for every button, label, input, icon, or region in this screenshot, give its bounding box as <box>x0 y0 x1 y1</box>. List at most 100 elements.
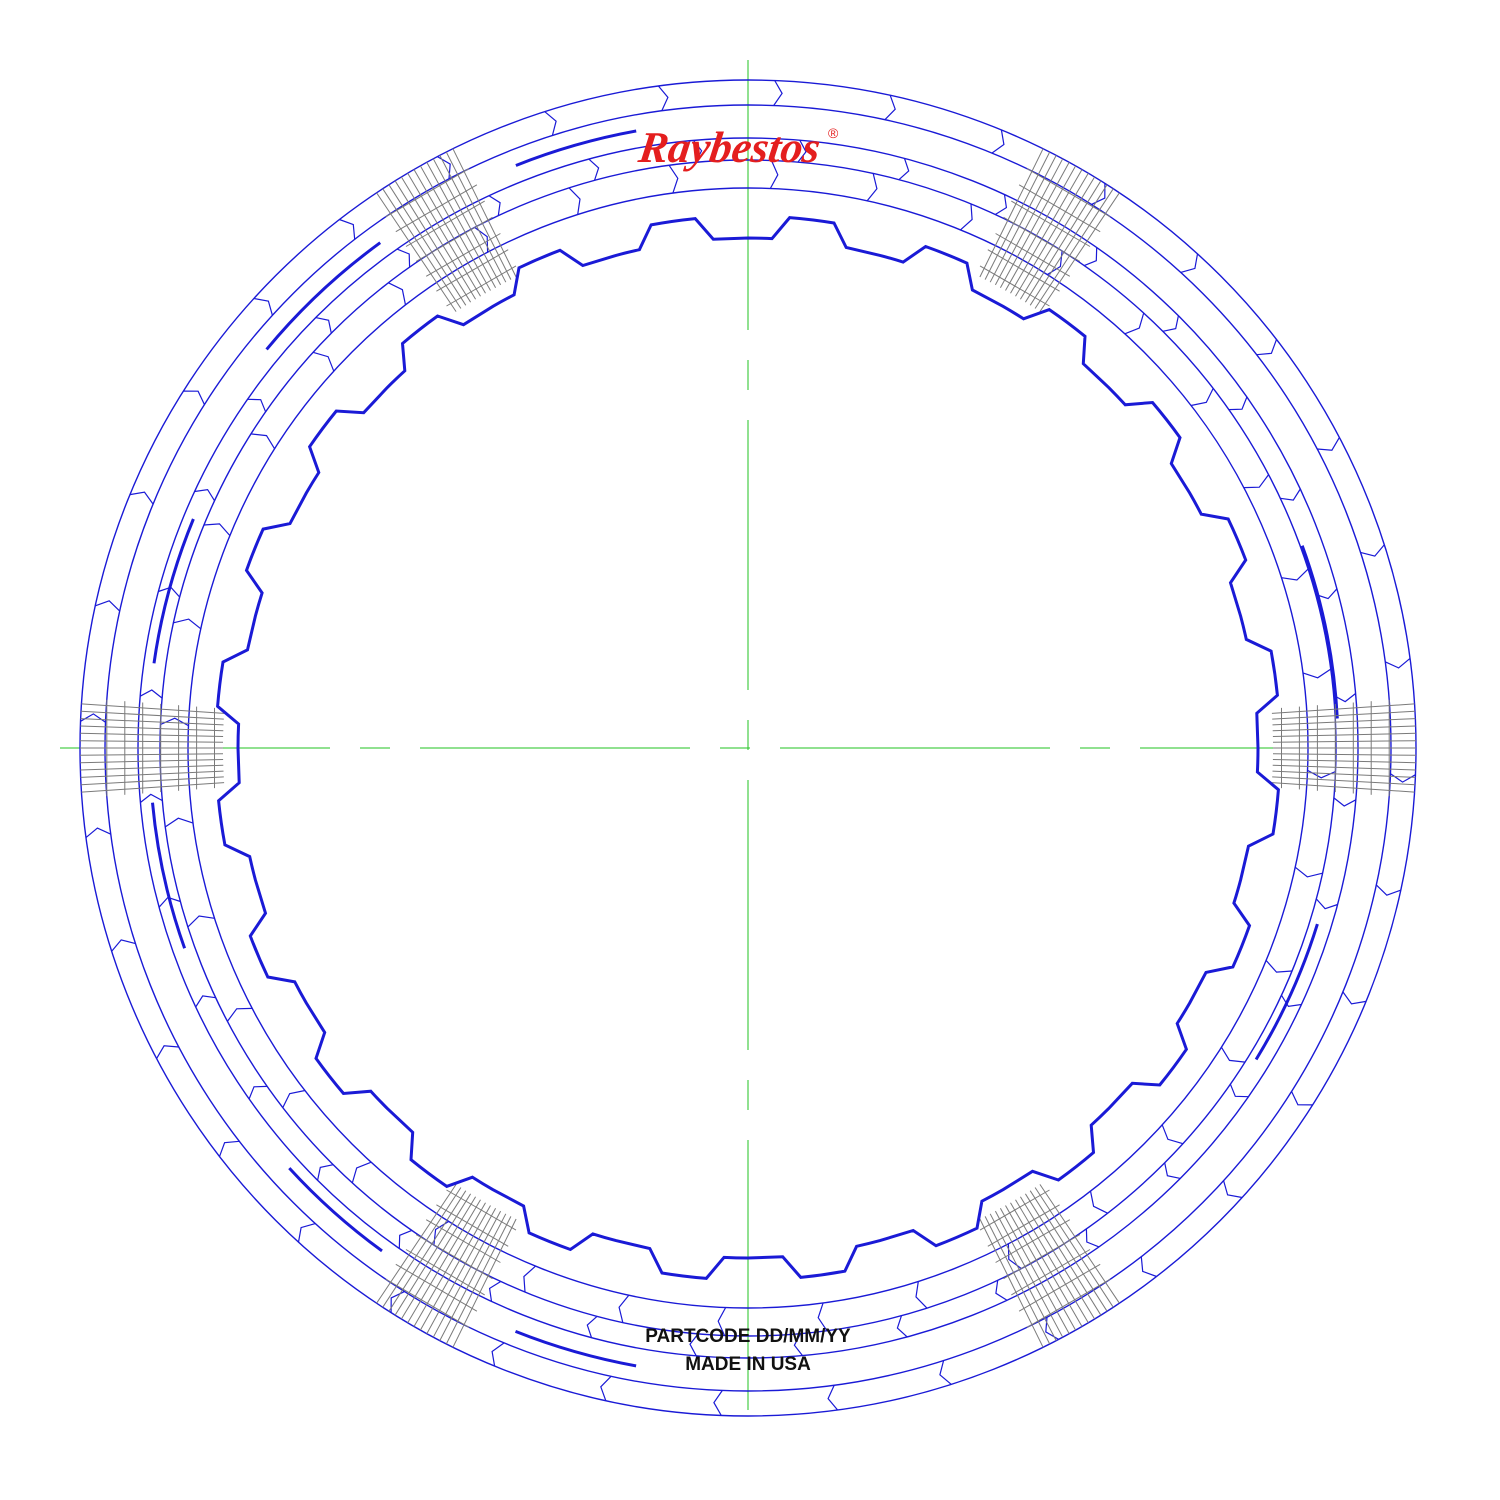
hatch-line <box>80 759 224 764</box>
hatch-line <box>1039 192 1120 312</box>
groove-divider <box>491 1342 505 1367</box>
groove-divider <box>793 1333 803 1356</box>
hatch-line <box>80 718 224 726</box>
groove-divider <box>398 1229 413 1249</box>
groove-divider <box>568 187 581 215</box>
hatch-line <box>999 1208 1070 1334</box>
groove-divider <box>713 1390 723 1416</box>
hatch-line <box>984 151 1051 280</box>
hatch-line <box>1272 776 1416 786</box>
hatch-line <box>452 1218 517 1348</box>
hatch-crossline <box>1003 216 1081 262</box>
groove-divider <box>657 85 669 112</box>
groove-divider <box>1045 1317 1059 1340</box>
hatch-line <box>1024 180 1102 303</box>
hatch-line <box>432 1210 502 1338</box>
hatch-line <box>1034 1187 1114 1308</box>
groove-divider <box>1302 668 1332 679</box>
groove-divider <box>1161 1124 1184 1145</box>
groove-divider <box>1281 568 1309 581</box>
hatch-crossline <box>979 265 1050 307</box>
groove-accent <box>288 1167 383 1253</box>
groove-divider <box>1190 388 1214 407</box>
groove-divider <box>390 1291 405 1313</box>
hatch-line <box>413 169 486 294</box>
hatch-line <box>979 148 1044 278</box>
hatch-line <box>1272 710 1416 720</box>
hatch-line <box>413 1202 486 1327</box>
groove-divider <box>717 1307 727 1336</box>
hatch-line <box>445 151 512 280</box>
hatch-crossline <box>405 1249 485 1296</box>
hatch-line <box>1005 1205 1077 1331</box>
groove-divider <box>1085 1228 1100 1248</box>
groove-divider <box>1265 960 1293 973</box>
hatch-crossline <box>1018 184 1101 233</box>
groove-segments <box>80 80 1416 1416</box>
hatch-crossline <box>415 1234 493 1280</box>
groove-divider <box>1164 1162 1181 1179</box>
groove-divider <box>183 390 205 405</box>
hatch-line <box>376 192 457 312</box>
hatch-line <box>400 1196 477 1320</box>
groove-accent <box>1300 545 1339 719</box>
groove-divider <box>111 939 136 952</box>
raybestos-logo: Raybestos ® <box>635 123 839 172</box>
hatch-line <box>1024 1193 1102 1316</box>
hatch-line <box>1029 1190 1108 1312</box>
hatch-crossline <box>987 249 1060 292</box>
groove-divider <box>247 398 267 413</box>
hatch-crossline <box>446 1189 517 1231</box>
groove-accent <box>265 241 382 351</box>
groove-divider <box>1089 1190 1108 1214</box>
hatch-crossline <box>415 216 493 262</box>
groove-divider <box>1280 994 1302 1008</box>
groove-divider <box>939 1360 952 1385</box>
hatch-line <box>452 148 517 278</box>
hatch-line <box>80 776 224 786</box>
hatch-line <box>1015 1199 1089 1324</box>
hatch-line <box>400 176 477 300</box>
groove-accent <box>151 802 187 949</box>
groove-divider <box>1243 474 1270 489</box>
hatch-line <box>439 155 507 283</box>
groove-divider <box>991 129 1005 154</box>
groove-divider <box>1360 544 1385 557</box>
groove-divider <box>1333 693 1356 703</box>
groove-divider <box>1294 866 1323 878</box>
hatch-crossline <box>987 1204 1060 1247</box>
hatch-line <box>984 1216 1051 1345</box>
centerlines <box>60 60 1440 1440</box>
made-in-usa-label: MADE IN USA <box>685 1354 811 1375</box>
hatch-line <box>79 740 224 743</box>
hatch-line <box>999 162 1070 288</box>
inner-spline-teeth <box>216 216 1280 1280</box>
groove-divider <box>898 158 910 181</box>
hatch-line <box>407 1199 481 1324</box>
hatch-crossline <box>1003 1234 1081 1280</box>
hatch-crossline <box>1026 168 1111 218</box>
hatch-crossline <box>1011 1249 1091 1296</box>
groove-divider <box>1220 1046 1246 1063</box>
groove-divider <box>995 1280 1008 1301</box>
hatch-line <box>989 1213 1057 1341</box>
groove-divider <box>488 195 501 216</box>
groove-divider <box>85 827 112 839</box>
groove-divider <box>1256 339 1278 356</box>
groove-divider <box>253 297 273 316</box>
groove-divider <box>896 1315 908 1338</box>
groove-divider <box>1091 183 1106 205</box>
groove-divider <box>600 1375 612 1401</box>
hatch-line <box>394 1193 472 1316</box>
hatch-line <box>80 770 224 778</box>
hatch-line <box>1019 1196 1096 1320</box>
hatch-line <box>1015 172 1089 297</box>
hatch-crossline <box>395 1263 478 1312</box>
hatch-crossline <box>405 200 485 247</box>
groove-divider <box>588 158 600 181</box>
hatch-line <box>1272 732 1416 737</box>
hatch-line <box>432 158 502 286</box>
groove-divider <box>173 618 202 630</box>
groove-divider <box>315 317 332 334</box>
hatch-crossline <box>436 249 509 292</box>
